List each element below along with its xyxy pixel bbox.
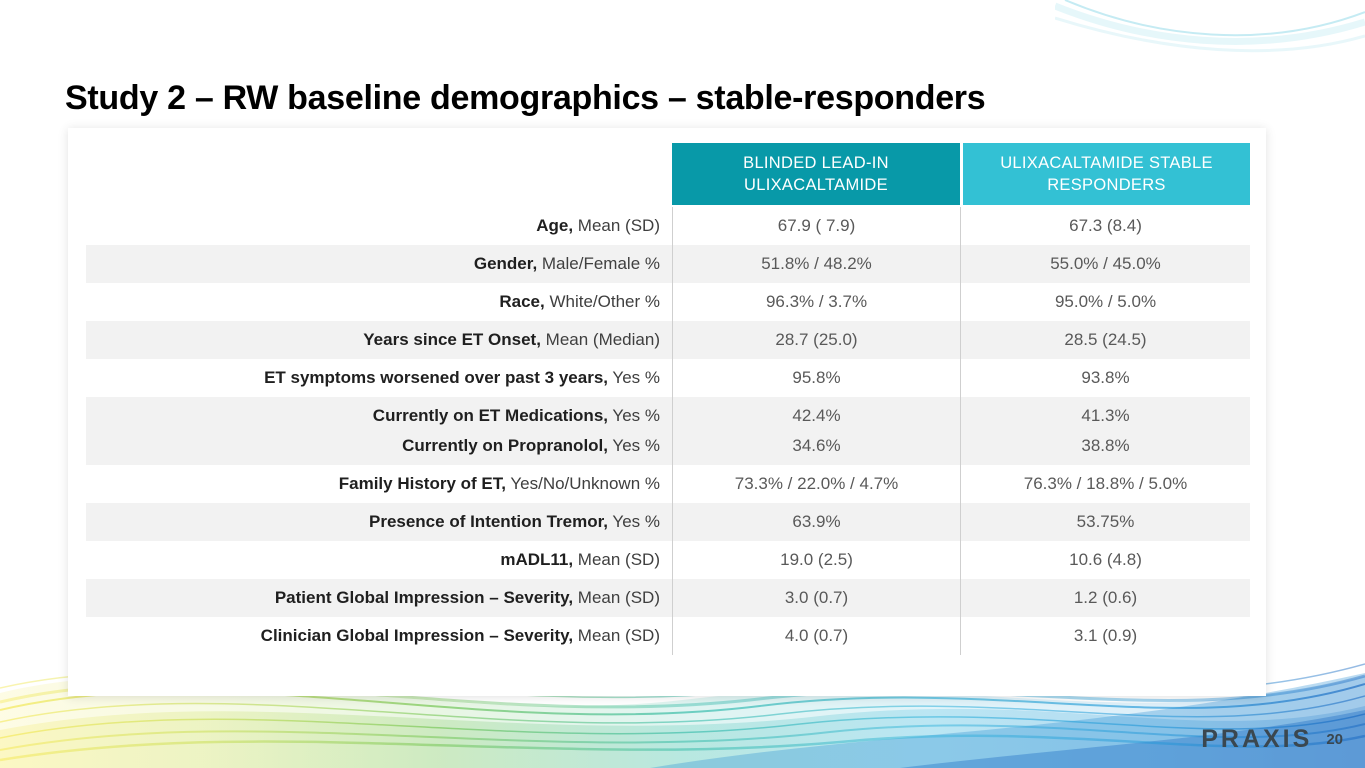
row-value: 28.5 (24.5) xyxy=(960,321,1250,359)
table-header-row: BLINDED LEAD-IN ULIXACALTAMIDE ULIXACALT… xyxy=(86,143,1250,205)
praxis-logo: PRAXIS xyxy=(1201,725,1313,753)
header-spacer xyxy=(86,143,672,205)
table-row: ET symptoms worsened over past 3 years, … xyxy=(86,359,1250,397)
row-value: 53.75% xyxy=(960,503,1250,541)
table-row: Presence of Intention Tremor, Yes % 63.9%… xyxy=(86,503,1250,541)
row-value: 63.9% xyxy=(672,503,960,541)
column-header-stable-responders: ULIXACALTAMIDE STABLE RESPONDERS xyxy=(960,143,1250,205)
table-row: Family History of ET, Yes/No/Unknown % 73… xyxy=(86,465,1250,503)
row-label: Currently on ET Medications, Yes % Curren… xyxy=(372,406,660,455)
row-label: Clinician Global Impression – Severity, … xyxy=(260,626,660,645)
row-label: Race, White/Other % xyxy=(499,292,660,311)
row-value: 1.2 (0.6) xyxy=(960,579,1250,617)
page-number: 20 xyxy=(1326,731,1343,748)
row-label: Age, Mean (SD) xyxy=(536,216,660,235)
row-label: mADL11, Mean (SD) xyxy=(500,550,660,569)
row-label: Family History of ET, Yes/No/Unknown % xyxy=(338,474,660,493)
row-label: Presence of Intention Tremor, Yes % xyxy=(368,512,660,531)
row-value: 10.6 (4.8) xyxy=(960,541,1250,579)
table-row: Age, Mean (SD) 67.9 ( 7.9) 67.3 (8.4) xyxy=(86,207,1250,245)
row-value: 67.3 (8.4) xyxy=(960,207,1250,245)
table-row: Gender, Male/Female % 51.8% / 48.2% 55.0% … xyxy=(86,245,1250,283)
table-row: Years since ET Onset, Mean (Median) 28.7 … xyxy=(86,321,1250,359)
table-row: Currently on ET Medications, Yes % Curren… xyxy=(86,397,1250,465)
row-label: Years since ET Onset, Mean (Median) xyxy=(363,330,660,349)
row-label: ET symptoms worsened over past 3 years, … xyxy=(264,368,660,387)
row-value: 96.3% / 3.7% xyxy=(672,283,960,321)
row-value: 95.0% / 5.0% xyxy=(960,283,1250,321)
row-value: 95.8% xyxy=(672,359,960,397)
bottom-wave-decoration xyxy=(0,663,1365,768)
row-value: 4.0 (0.7) xyxy=(672,617,960,655)
demographics-table-card: BLINDED LEAD-IN ULIXACALTAMIDE ULIXACALT… xyxy=(68,128,1266,696)
row-value: 51.8% / 48.2% xyxy=(672,245,960,283)
column-header-blinded-lead-in: BLINDED LEAD-IN ULIXACALTAMIDE xyxy=(672,143,960,205)
row-value: 55.0% / 45.0% xyxy=(960,245,1250,283)
slide-footer: PRAXIS 20 xyxy=(1201,725,1343,754)
table-row: Race, White/Other % 96.3% / 3.7% 95.0% / 5… xyxy=(86,283,1250,321)
table-row: mADL11, Mean (SD) 19.0 (2.5) 10.6 (4.8) xyxy=(86,541,1250,579)
row-label: Gender, Male/Female % xyxy=(473,254,660,273)
top-right-wave-decoration xyxy=(1055,0,1365,53)
row-value: 93.8% xyxy=(960,359,1250,397)
row-value: 73.3% / 22.0% / 4.7% xyxy=(672,465,960,503)
row-value: 42.4% 34.6% xyxy=(672,397,960,465)
table-row: Patient Global Impression – Severity, Me… xyxy=(86,579,1250,617)
page-title: Study 2 – RW baseline demographics – sta… xyxy=(65,78,986,117)
row-value: 3.0 (0.7) xyxy=(672,579,960,617)
table-body: Age, Mean (SD) 67.9 ( 7.9) 67.3 (8.4) Gende… xyxy=(86,207,1250,655)
row-value: 3.1 (0.9) xyxy=(960,617,1250,655)
row-value: 76.3% / 18.8% / 5.0% xyxy=(960,465,1250,503)
row-value: 41.3% 38.8% xyxy=(960,397,1250,465)
row-value: 19.0 (2.5) xyxy=(672,541,960,579)
row-label: Patient Global Impression – Severity, Me… xyxy=(274,588,660,607)
table-row: Clinician Global Impression – Severity, … xyxy=(86,617,1250,655)
row-value: 67.9 ( 7.9) xyxy=(672,207,960,245)
demographics-table: BLINDED LEAD-IN ULIXACALTAMIDE ULIXACALT… xyxy=(86,143,1250,655)
row-value: 28.7 (25.0) xyxy=(672,321,960,359)
